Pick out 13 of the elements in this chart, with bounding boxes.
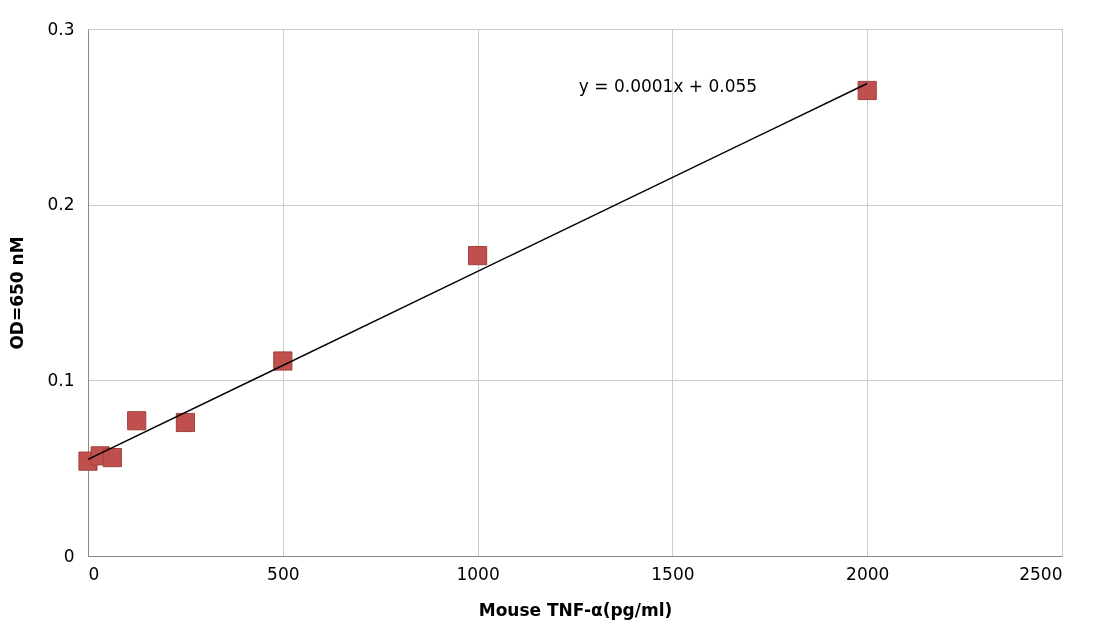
y-tick-label: 0 [63,545,75,566]
y-tick-label: 0.3 [47,18,75,39]
x-tick-label: 500 [267,563,300,584]
x-axis-title: Mouse TNF-α(pg/ml) [478,599,673,620]
x-tick-label: 2000 [846,563,890,584]
y-tick-label: 0.2 [47,194,75,215]
y-tick-label: 0.1 [47,369,75,390]
y-axis-title: OD=650 nM [7,236,28,350]
x-tick-label: 0 [88,563,100,584]
x-tick-label: 2500 [1019,563,1063,584]
x-tick-label: 1500 [651,563,695,584]
x-tick-label: 1000 [456,563,500,584]
annotation: y = 0.0001x + 0.055 [578,76,758,96]
